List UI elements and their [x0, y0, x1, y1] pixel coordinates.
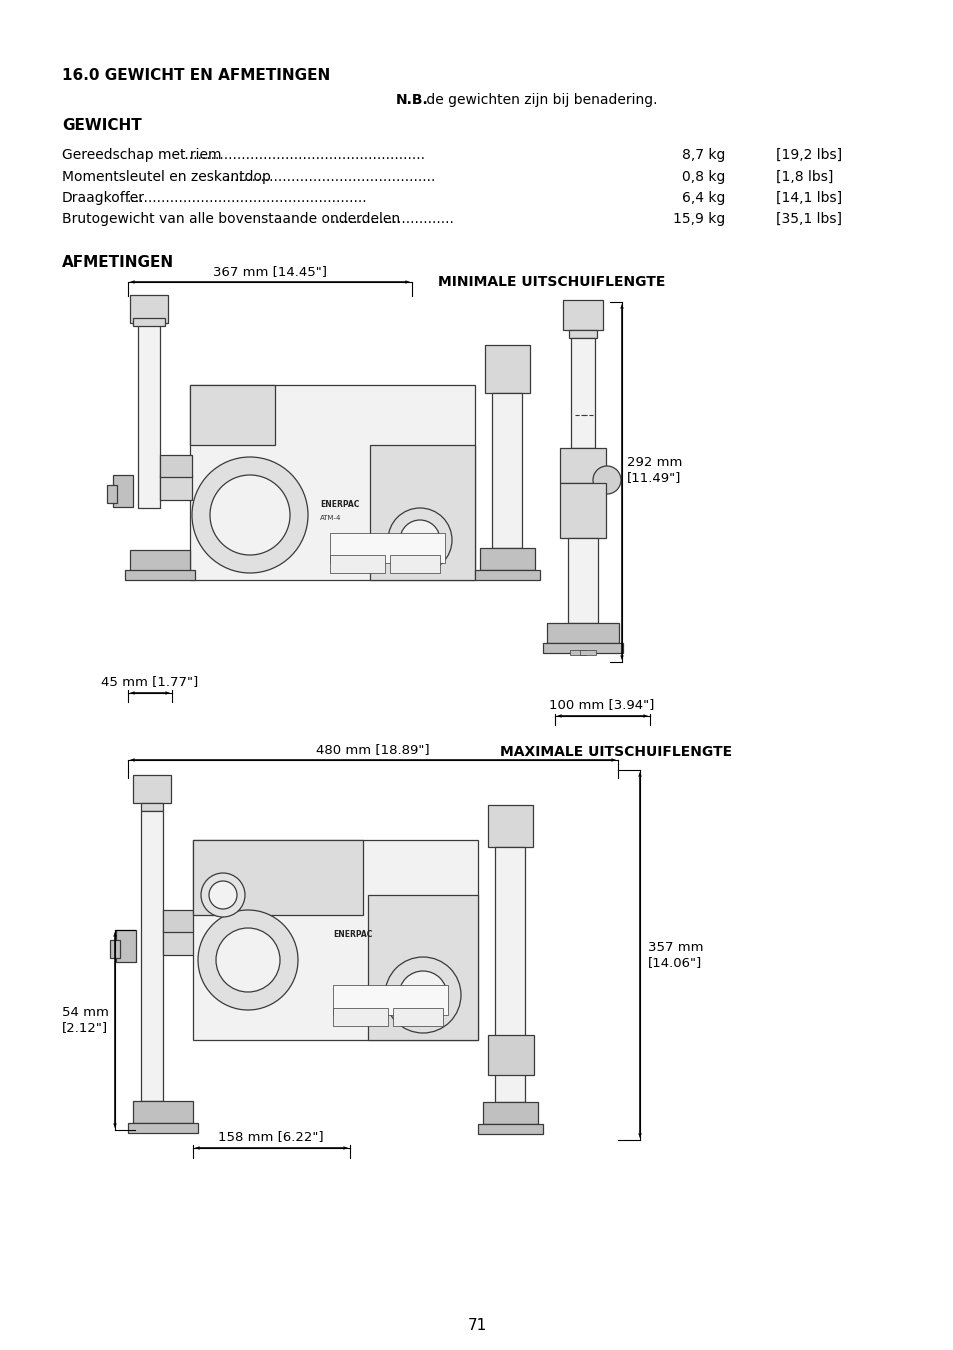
Bar — [390, 555, 439, 572]
Text: 45 mm [1.77"]: 45 mm [1.77"] — [101, 675, 198, 688]
Circle shape — [201, 873, 245, 917]
Text: MAXIMALE UITSCHUIFLENGTE: MAXIMALE UITSCHUIFLENGTE — [499, 745, 731, 759]
Bar — [132, 319, 165, 325]
Circle shape — [198, 910, 297, 1010]
Bar — [477, 1125, 542, 1134]
Bar — [542, 643, 622, 653]
Bar — [193, 840, 477, 1040]
Bar — [488, 1035, 534, 1075]
Text: ENERPAC: ENERPAC — [333, 930, 372, 940]
Bar — [132, 1102, 193, 1123]
Bar — [579, 649, 596, 655]
Text: Momentsleutel en zeskantdop: Momentsleutel en zeskantdop — [62, 170, 271, 184]
Circle shape — [215, 927, 280, 992]
Bar — [107, 485, 117, 504]
Circle shape — [210, 475, 290, 555]
Bar — [132, 775, 171, 803]
Circle shape — [385, 957, 460, 1033]
Bar — [160, 475, 192, 500]
Circle shape — [209, 882, 236, 909]
Text: 292 mm
[11.49"]: 292 mm [11.49"] — [626, 456, 681, 485]
Text: de gewichten zijn bij benadering.: de gewichten zijn bij benadering. — [421, 93, 657, 107]
Text: 6,4 kg: 6,4 kg — [680, 190, 724, 205]
Text: 71: 71 — [467, 1318, 486, 1332]
Bar — [160, 455, 192, 477]
Text: Brutogewicht van alle bovenstaande onderdelen: Brutogewicht van alle bovenstaande onder… — [62, 212, 399, 225]
Text: 54 mm
[2.12"]: 54 mm [2.12"] — [62, 1006, 109, 1034]
Bar — [125, 570, 194, 580]
Circle shape — [388, 508, 452, 572]
Bar — [368, 895, 477, 1040]
Bar — [479, 548, 535, 570]
Bar — [330, 533, 444, 563]
Bar — [370, 446, 475, 580]
Bar — [330, 555, 385, 572]
Bar — [190, 385, 475, 580]
Bar — [190, 385, 274, 446]
Bar — [567, 539, 598, 622]
Bar — [492, 393, 521, 548]
Text: .......................................................: ........................................… — [180, 148, 424, 162]
Bar — [141, 811, 163, 1102]
Bar — [112, 475, 132, 508]
Text: 8,7 kg: 8,7 kg — [680, 148, 724, 162]
Bar — [333, 986, 448, 1015]
Bar — [559, 483, 605, 539]
Text: 16.0 GEWICHT EN AFMETINGEN: 16.0 GEWICHT EN AFMETINGEN — [62, 68, 330, 82]
Text: [35,1 lbs]: [35,1 lbs] — [775, 212, 841, 225]
Bar — [475, 570, 539, 580]
Bar — [130, 549, 190, 572]
Text: ENERPAC: ENERPAC — [319, 500, 359, 509]
Circle shape — [398, 971, 447, 1019]
Text: ATM-4: ATM-4 — [319, 514, 341, 521]
Bar — [484, 346, 530, 393]
Text: N.B.: N.B. — [395, 93, 428, 107]
Text: MINIMALE UITSCHUIFLENGTE: MINIMALE UITSCHUIFLENGTE — [437, 275, 664, 289]
Text: [14,1 lbs]: [14,1 lbs] — [775, 190, 841, 205]
Text: Draagkoffer: Draagkoffer — [62, 190, 145, 205]
Bar — [163, 910, 194, 932]
Text: 357 mm
[14.06"]: 357 mm [14.06"] — [647, 941, 702, 969]
Text: GEWICHT: GEWICHT — [62, 117, 142, 134]
Text: Gereedschap met riem: Gereedschap met riem — [62, 148, 221, 162]
Bar — [128, 1123, 198, 1133]
Text: 0,8 kg: 0,8 kg — [680, 170, 724, 184]
Bar — [193, 840, 363, 915]
Bar — [568, 329, 597, 338]
Bar — [138, 323, 160, 508]
Text: 158 mm [6.22"]: 158 mm [6.22"] — [218, 1130, 323, 1143]
Bar — [482, 1102, 537, 1125]
Text: ................................................: ........................................… — [221, 170, 436, 184]
Bar — [333, 1008, 388, 1026]
Circle shape — [192, 458, 308, 572]
Text: ............................: ............................ — [327, 212, 454, 225]
Bar — [488, 805, 533, 846]
Bar — [569, 649, 585, 655]
Circle shape — [399, 520, 439, 560]
Text: 100 mm [3.94"]: 100 mm [3.94"] — [549, 698, 654, 711]
Text: [19,2 lbs]: [19,2 lbs] — [775, 148, 841, 162]
Bar — [495, 846, 524, 1102]
Text: 367 mm [14.45"]: 367 mm [14.45"] — [213, 265, 327, 278]
Bar — [571, 338, 595, 448]
Bar — [546, 622, 618, 643]
Bar — [116, 930, 136, 963]
Bar — [393, 1008, 442, 1026]
Bar — [559, 448, 605, 483]
Text: .......................................................: ........................................… — [127, 190, 367, 205]
Bar — [562, 300, 602, 329]
Circle shape — [593, 466, 620, 494]
Bar — [141, 803, 163, 811]
Bar — [130, 296, 168, 323]
Bar — [110, 940, 120, 958]
Bar — [163, 930, 194, 954]
Text: [1,8 lbs]: [1,8 lbs] — [775, 170, 833, 184]
Text: AFMETINGEN: AFMETINGEN — [62, 255, 174, 270]
Text: 15,9 kg: 15,9 kg — [672, 212, 724, 225]
Text: 480 mm [18.89"]: 480 mm [18.89"] — [315, 743, 430, 756]
